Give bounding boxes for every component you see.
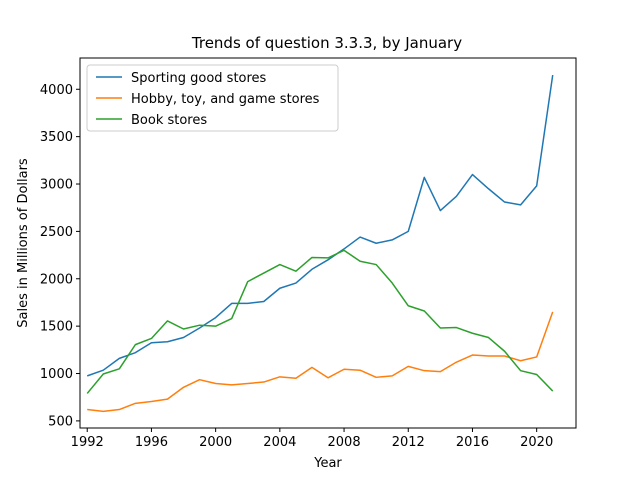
x-tick-label: 2004 <box>263 435 296 450</box>
x-tick-label: 2008 <box>328 435 361 450</box>
y-tick-label: 500 <box>48 414 73 429</box>
legend-label: Book stores <box>131 113 207 128</box>
y-tick-label: 3500 <box>40 130 73 145</box>
y-tick-label: 1500 <box>40 320 73 335</box>
x-tick-label: 2000 <box>199 435 232 450</box>
plot-frame <box>79 57 577 429</box>
series-line-3 <box>86 249 554 394</box>
x-tick-label: 1996 <box>135 435 168 450</box>
y-tick-label: 3000 <box>40 178 73 193</box>
y-tick-label: 4000 <box>40 83 73 98</box>
chart-title: Trends of question 3.3.3, by January <box>191 34 462 52</box>
series-line-1 <box>86 74 554 377</box>
x-tick-label: 2016 <box>456 435 489 450</box>
legend: Sporting good stores Hobby, toy, and game… <box>86 64 339 132</box>
legend-box <box>86 64 339 132</box>
y-tick-label: 2500 <box>40 225 73 240</box>
x-tick-label: 2020 <box>520 435 553 450</box>
plot-lines <box>86 74 554 413</box>
x-tick-label: 1992 <box>71 435 104 450</box>
x-tick-label: 2012 <box>392 435 425 450</box>
series-line-2 <box>87 311 554 413</box>
y-tick-label: 1000 <box>40 367 73 382</box>
x-axis-ticks: 1992 1996 2000 2004 2008 2012 2016 2020 <box>71 428 553 450</box>
y-tick-label: 2000 <box>40 272 73 287</box>
y-axis-label: Sales in Millions of Dollars <box>16 158 31 328</box>
legend-label: Hobby, toy, and game stores <box>131 92 320 107</box>
legend-label: Sporting good stores <box>131 71 267 86</box>
x-axis-label: Year <box>313 456 342 471</box>
y-axis-ticks: 500 1000 1500 2000 2500 3000 3500 4000 <box>40 83 80 429</box>
